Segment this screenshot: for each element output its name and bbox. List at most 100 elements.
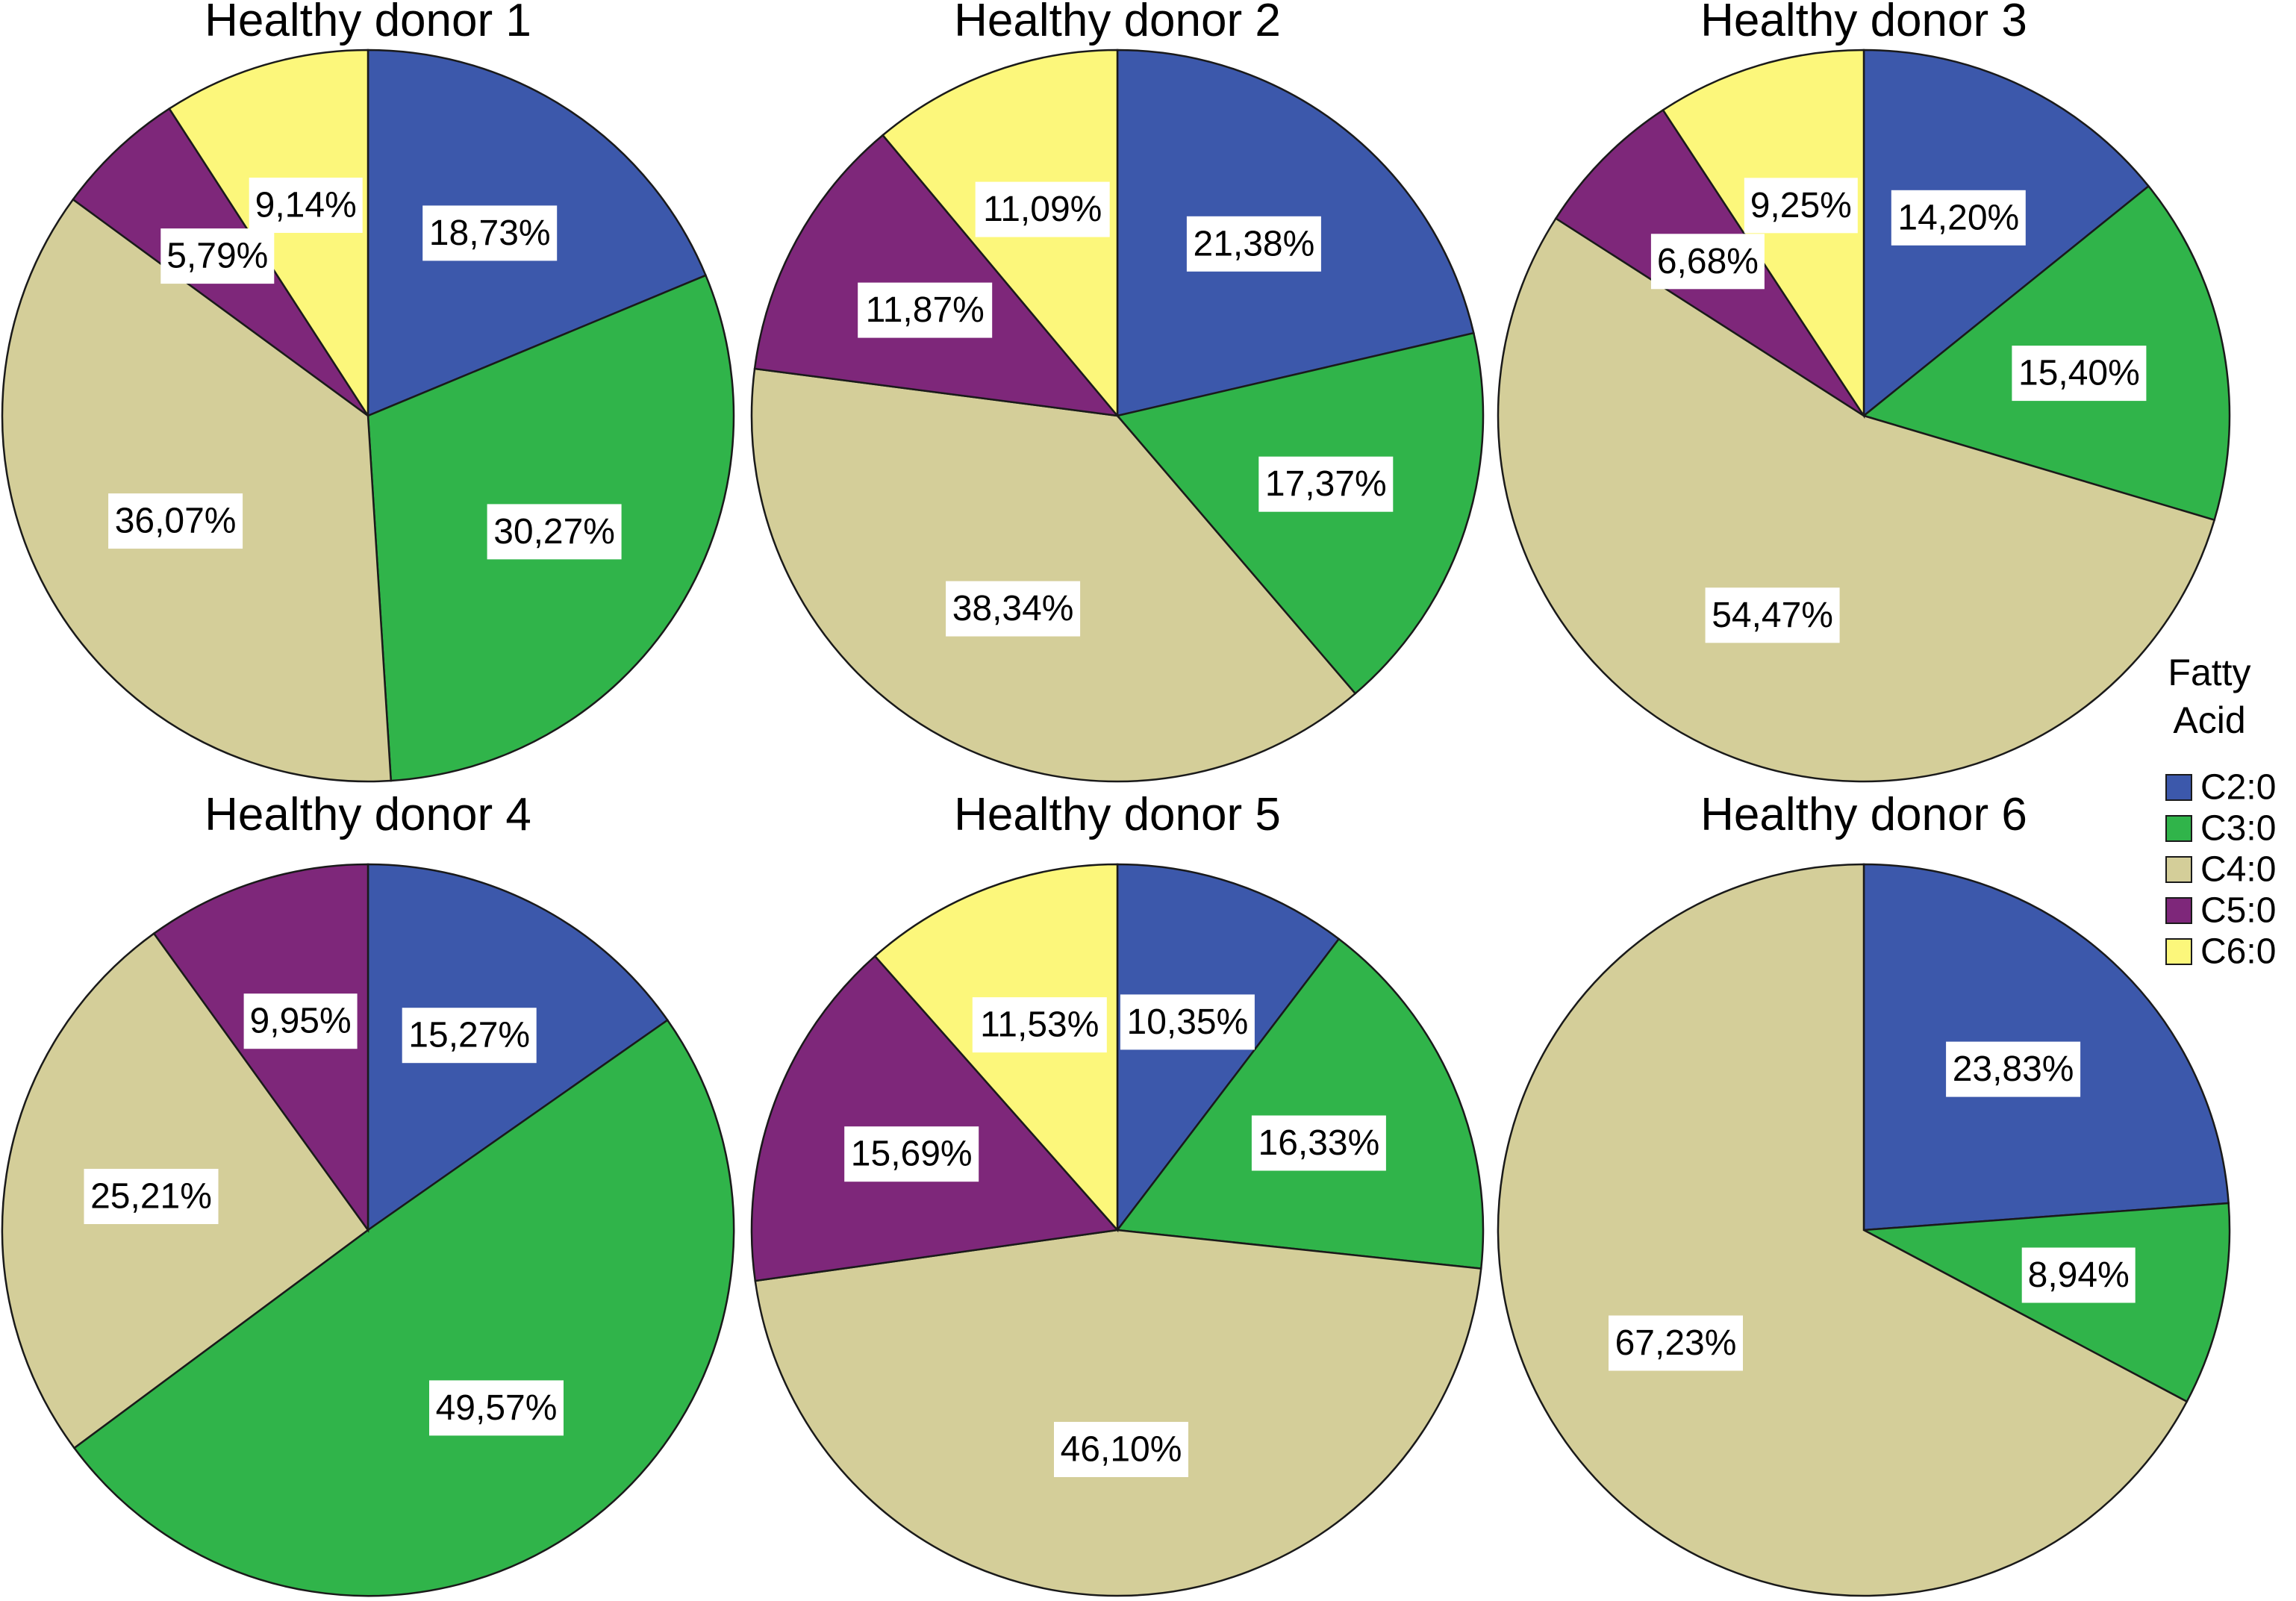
slice-label-background — [975, 181, 1110, 237]
slice-label-background — [1251, 1115, 1386, 1171]
legend-title-line-2: Acid — [2173, 699, 2245, 741]
slice-label-background — [2012, 346, 2147, 402]
pie-slice-C4-0 — [1497, 863, 2189, 1597]
slice-label-text: 11,87% — [866, 290, 985, 330]
pie-slice-C5-0 — [753, 134, 1120, 417]
pie-slice-C5-0 — [750, 955, 1120, 1282]
slice-data-label: 15,40% — [2012, 346, 2147, 402]
pie-slice-C4-0 — [750, 367, 1357, 783]
pie-chart-6: Healthy donor 6 23,83% 8,94% 67,23% — [1497, 789, 2231, 1597]
slice-label-text: 11,09% — [983, 190, 1102, 229]
legend-label-C5-0: C5:0 — [2200, 891, 2276, 931]
legend-swatch-C6-0 — [2165, 938, 2192, 965]
slice-label-background — [1609, 1315, 1743, 1371]
pie-chart-5: Healthy donor 5 10,35% 16,33% 46,10% 15,69% 1… — [750, 789, 1485, 1597]
slice-data-label: 16,33% — [1251, 1115, 1386, 1171]
slice-data-label: 23,83% — [1946, 1041, 2081, 1097]
slice-data-label: 46,10% — [1054, 1422, 1188, 1477]
legend-label-C4-0: C4:0 — [2200, 850, 2276, 890]
slice-data-label: 54,47% — [1705, 587, 1840, 643]
pie-title: Healthy donor 5 — [954, 789, 1281, 840]
legend-label-C3-0: C3:0 — [2200, 809, 2276, 849]
slice-label-text: 30,27% — [493, 512, 615, 552]
legend-label-C6-0: C6:0 — [2200, 932, 2276, 972]
slice-label-text: 15,27% — [408, 1016, 530, 1055]
slice-label-text: 11,53% — [980, 1005, 1099, 1045]
pie-title: Healthy donor 1 — [205, 0, 531, 46]
slice-label-background — [1705, 587, 1840, 643]
slice-label-text: 67,23% — [1615, 1323, 1737, 1363]
slice-label-text: 17,37% — [1265, 464, 1387, 504]
slice-data-label: 6,68% — [1650, 234, 1765, 290]
pie-chart-4: Healthy donor 4 15,27% 49,57% 25,21% 9,95% — [1, 789, 735, 1597]
slice-label-background — [487, 504, 622, 560]
slice-label-background — [243, 993, 358, 1049]
slice-data-label: 38,34% — [946, 581, 1081, 637]
slice-label-text: 25,21% — [90, 1177, 212, 1217]
slice-data-label: 11,09% — [975, 181, 1110, 237]
slice-data-label: 9,25% — [1744, 178, 1858, 234]
slice-label-background — [1258, 456, 1394, 512]
slice-data-label: 9,95% — [243, 993, 358, 1049]
slice-label-background — [1650, 234, 1765, 290]
pie-slice-C3-0 — [72, 1019, 735, 1597]
slice-label-background — [429, 1380, 564, 1436]
slice-data-label: 30,27% — [487, 504, 622, 560]
slice-data-label: 11,53% — [972, 997, 1107, 1053]
slice-label-text: 15,40% — [2018, 354, 2140, 393]
slice-data-label: 15,69% — [844, 1126, 979, 1182]
pie-title: Healthy donor 3 — [1700, 0, 2027, 46]
slice-label-background — [422, 205, 558, 261]
slice-label-text: 10,35% — [1127, 1002, 1249, 1042]
slice-data-label: 8,94% — [2021, 1247, 2136, 1303]
slice-label-background — [160, 228, 275, 284]
legend-label-C2-0: C2:0 — [2200, 768, 2276, 808]
legend: Fatty Acid C2:0C3:0C4:0C5:0C6:0 — [2165, 652, 2276, 972]
pie-chart-2: Healthy donor 2 21,38% 17,37% 38,34% 11,87% 1… — [750, 0, 1485, 783]
slice-label-text: 16,33% — [1258, 1123, 1380, 1163]
slice-label-background — [249, 178, 363, 233]
legend-title-line-1: Fatty — [2168, 652, 2250, 693]
slice-label-text: 21,38% — [1194, 224, 1315, 263]
slice-label-background — [858, 282, 993, 338]
slice-data-label: 11,87% — [858, 282, 993, 338]
pie-charts-group: Healthy donor 1 18,73% 30,27% 36,07% 5,79% 9,… — [1, 0, 2231, 1597]
slice-label-background — [844, 1126, 979, 1182]
pie-slice-C3-0 — [1115, 331, 1485, 695]
slice-data-label: 21,38% — [1186, 216, 1321, 272]
slice-data-label: 10,35% — [1120, 994, 1255, 1050]
legend-swatch-C3-0 — [2165, 815, 2192, 842]
slice-label-background — [1891, 190, 2026, 246]
slice-label-background — [1120, 994, 1255, 1050]
slice-label-text: 6,68% — [1657, 242, 1759, 281]
pie-slice-C4-0 — [754, 1229, 1482, 1597]
pie-slice-C4-0 — [1497, 216, 2216, 783]
slice-label-background — [1946, 1041, 2081, 1097]
slice-label-background — [402, 1008, 537, 1064]
pie-slice-C4-0 — [1, 198, 393, 783]
slice-label-text: 15,69% — [851, 1135, 973, 1174]
slice-data-label: 9,14% — [249, 178, 363, 233]
pie-chart-1: Healthy donor 1 18,73% 30,27% 36,07% 5,79% 9,… — [1, 0, 735, 783]
slice-data-label: 14,20% — [1891, 190, 2026, 246]
slice-label-text: 9,95% — [250, 1002, 352, 1041]
legend-swatch-C5-0 — [2165, 897, 2192, 924]
slice-label-text: 38,34% — [952, 589, 1074, 628]
slice-label-background — [84, 1169, 219, 1224]
slice-data-label: 67,23% — [1609, 1315, 1743, 1371]
slice-label-text: 5,79% — [166, 237, 268, 276]
slice-label-text: 18,73% — [429, 213, 551, 253]
slice-data-label: 17,37% — [1258, 456, 1394, 512]
slice-label-text: 54,47% — [1712, 596, 1833, 635]
pie-title: Healthy donor 6 — [1700, 789, 2027, 840]
pie-title: Healthy donor 4 — [205, 789, 531, 840]
slice-label-text: 14,20% — [1897, 198, 2019, 237]
slice-label-background — [108, 493, 243, 549]
pie-slice-C3-0 — [1115, 937, 1485, 1270]
legend-items: C2:0C3:0C4:0C5:0C6:0 — [2165, 768, 2276, 972]
slice-data-label: 49,57% — [429, 1380, 564, 1436]
slice-data-label: 36,07% — [108, 493, 243, 549]
slice-data-label: 18,73% — [422, 205, 558, 261]
slice-label-text: 23,83% — [1953, 1049, 2074, 1089]
